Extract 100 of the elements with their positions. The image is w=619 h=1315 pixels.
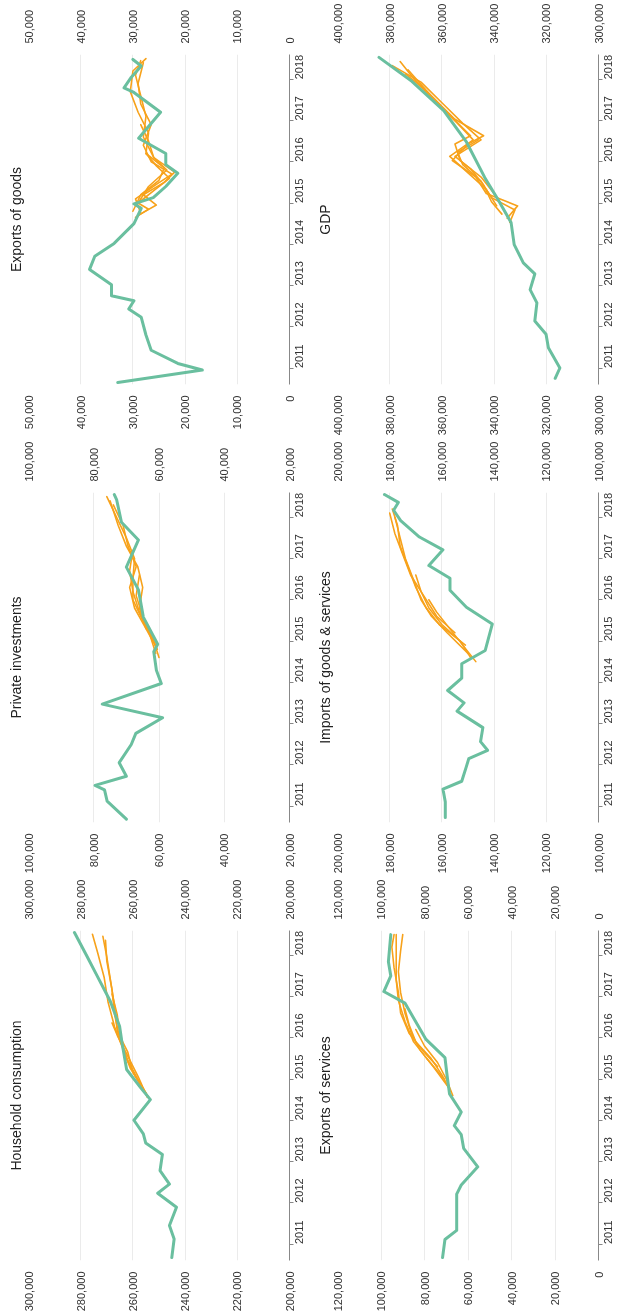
y-tick-label: 2015 [601, 178, 614, 203]
x2-tick-label: 300,000 [592, 3, 605, 44]
x-tick-label: 380,000 [383, 395, 396, 436]
x-tick-label: 400,000 [331, 395, 344, 436]
y-tick-label: 2015 [292, 616, 305, 641]
x2-tick-label: 30,000 [126, 9, 139, 44]
x2-tick-label: 220,000 [231, 879, 244, 920]
y-tick-label: 2013 [601, 1137, 614, 1162]
x-tick-label: 20,000 [179, 395, 192, 430]
y-tick-label: 2018 [601, 54, 614, 80]
y-tick-label: 2016 [601, 575, 614, 600]
y-tick-label: 2012 [292, 1178, 305, 1203]
y-tick-label: 2011 [601, 782, 614, 806]
x-tick-label: 20,000 [283, 833, 296, 868]
x-tick-label: 60,000 [462, 1271, 474, 1306]
x-tick-label: 360,000 [435, 395, 448, 436]
y-tick-label: 2016 [601, 1013, 614, 1038]
x2-tick-label: 240,000 [179, 879, 192, 920]
y-tick-label: 2012 [601, 1178, 614, 1203]
y-tick-label: 2013 [292, 699, 305, 724]
text: Household consumption [7, 1020, 24, 1171]
x-tick-label: 30,000 [126, 395, 139, 430]
x2-tick-label: 40,000 [74, 9, 87, 44]
x-tick-label: 60,000 [153, 833, 165, 868]
x2-tick-label: 280,000 [74, 879, 87, 920]
x2-tick-label: 200,000 [331, 441, 344, 482]
y-tick-label: 2014 [292, 219, 305, 245]
x-tick-label: 50,000 [22, 395, 35, 430]
x2-tick-label: 300,000 [22, 879, 35, 920]
x2-tick-label: 20,000 [283, 447, 296, 482]
y-tick-label: 2018 [601, 930, 614, 956]
x2-tick-label: 80,000 [87, 447, 100, 482]
y-tick-label: 2014 [292, 1095, 305, 1121]
y-tick-label: 2016 [292, 137, 305, 162]
y-tick-label: 2012 [601, 302, 614, 327]
x2-tick-label: 380,000 [383, 3, 396, 44]
x-tick-label: 300,000 [592, 395, 605, 436]
y-tick-label: 2017 [601, 534, 614, 559]
x-tick-label: 80,000 [87, 833, 100, 868]
y-tick-label: 2018 [292, 930, 305, 956]
x-tick-label: 240,000 [179, 1271, 192, 1312]
y-tick-label: 2018 [292, 54, 305, 80]
x-tick-label: 100,000 [22, 833, 35, 874]
x-tick-label: 40,000 [505, 1271, 518, 1306]
x2-tick-label: 100,000 [22, 441, 35, 482]
text: GDP [316, 204, 333, 235]
y-tick-label: 2013 [292, 1137, 305, 1162]
y-tick-label: 2011 [601, 1220, 614, 1244]
text: Exports of goods [7, 166, 24, 273]
x2-tick-label: 40,000 [218, 447, 231, 482]
x2-tick-label: 360,000 [435, 3, 448, 44]
y-tick-label: 2016 [292, 1013, 305, 1038]
x2-tick-label: 0 [592, 913, 605, 920]
y-tick-label: 2011 [601, 344, 614, 368]
text: Imports of goods & services [316, 571, 333, 744]
x2-tick-label: 160,000 [435, 441, 448, 482]
y-tick-label: 2017 [601, 972, 614, 997]
y-tick-label: 2014 [601, 219, 614, 245]
x-tick-label: 0 [592, 1271, 605, 1278]
x-tick-label: 10,000 [231, 395, 244, 430]
x2-tick-label: 0 [283, 37, 296, 44]
x2-tick-label: 80,000 [418, 885, 431, 920]
x-tick-label: 120,000 [331, 1271, 344, 1312]
text: Exports of services [316, 1036, 333, 1155]
y-tick-label: 2018 [601, 492, 614, 518]
x-tick-label: 340,000 [488, 395, 501, 436]
x2-tick-label: 20,000 [179, 9, 192, 44]
y-tick-label: 2013 [601, 261, 614, 286]
y-tick-label: 2015 [292, 1054, 305, 1079]
x2-tick-label: 20,000 [549, 885, 561, 920]
x-tick-label: 140,000 [488, 833, 501, 874]
x-tick-label: 160,000 [435, 833, 448, 874]
x-tick-label: 280,000 [74, 1271, 87, 1312]
x-tick-label: 200,000 [283, 1271, 296, 1312]
y-tick-label: 2012 [292, 302, 305, 327]
x2-tick-label: 200,000 [283, 879, 296, 920]
x2-tick-label: 60,000 [153, 447, 165, 482]
y-tick-label: 2015 [292, 178, 305, 203]
x-tick-label: 80,000 [418, 1271, 431, 1306]
y-tick-label: 2018 [292, 492, 305, 518]
text: Private investments [7, 596, 24, 719]
x2-tick-label: 60,000 [462, 885, 474, 920]
y-tick-label: 2011 [292, 782, 305, 806]
x2-tick-label: 120,000 [331, 879, 344, 920]
y-tick-label: 2016 [601, 137, 614, 162]
x2-tick-label: 340,000 [488, 3, 501, 44]
y-tick-label: 2012 [601, 740, 614, 765]
x2-tick-label: 40,000 [505, 885, 518, 920]
x2-tick-label: 100,000 [375, 879, 387, 920]
x2-tick-label: 320,000 [540, 3, 553, 44]
x-tick-label: 200,000 [331, 833, 344, 874]
y-tick-label: 2012 [292, 740, 305, 765]
x-tick-label: 320,000 [540, 395, 553, 436]
x2-tick-label: 140,000 [488, 441, 501, 482]
x-tick-label: 220,000 [231, 1271, 244, 1312]
y-tick-label: 2013 [601, 699, 614, 724]
y-tick-label: 2013 [292, 261, 305, 286]
y-tick-label: 2017 [601, 96, 614, 121]
x-tick-label: 100,000 [375, 1271, 387, 1312]
y-tick-label: 2017 [292, 972, 305, 997]
